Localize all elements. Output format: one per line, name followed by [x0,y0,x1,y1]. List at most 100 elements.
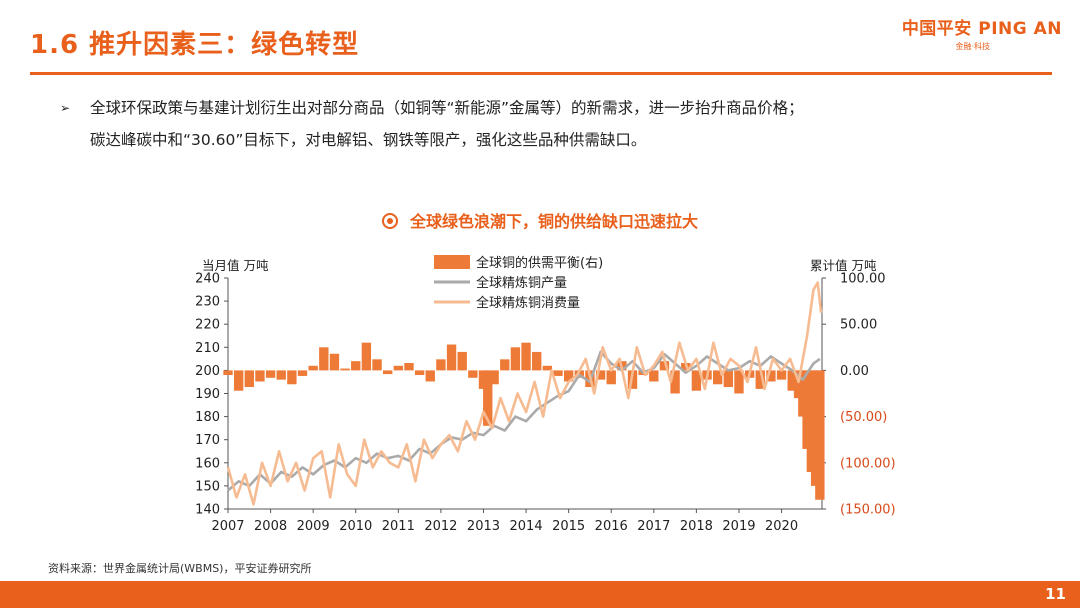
x-tick-label: 2008 [254,519,287,534]
balance-bar [361,342,372,371]
balance-bar [425,370,435,382]
bullet-line-2: 碳达峰碳中和“30.60”目标下，对电解铝、钢铁等限产，强化这些品种供需缺口。 [90,131,647,149]
balance-bar [351,361,361,371]
series-lines [226,281,823,506]
balance-bar [446,344,457,371]
axis-labels: 140 150 160 170 180 190 200 210 220 230 240 (150.00… [195,258,895,534]
left-tick-label: 170 [195,433,220,448]
balance-bar [340,368,350,371]
balance-bar [287,370,297,385]
balance-bar [457,351,467,371]
right-tick-label: 0.00 [840,364,869,379]
left-tick-label: 160 [195,456,220,471]
balance-bar [414,370,425,376]
pingan-logo: 中国平安 PING AN 金融·科技 [902,14,1062,52]
x-tick-label: 2007 [211,519,244,534]
balance-bar [815,370,825,500]
legend-label-production: 全球精炼铜产量 [476,275,567,291]
consumption-line [226,281,823,506]
logo-wordmark: 中国平安 PING AN [901,19,1062,39]
balance-bar [595,370,606,380]
balance-bar [382,370,393,375]
chart-heading-text: 全球绿色浪潮下，铜的供给缺口迅速拉大 [409,212,698,231]
x-tick-label: 2020 [765,519,798,534]
left-tick-label: 210 [195,341,220,356]
right-tick-label: 100.00 [840,272,886,287]
balance-bar [436,359,446,371]
balance-bar [776,370,787,380]
balance-bar [265,370,276,378]
balance-bar [297,370,308,376]
balance-bar [468,370,478,378]
right-tick-label: (150.00) [840,503,896,518]
legend-swatch-balance [434,255,470,269]
logo-tagline: 金融·科技 [955,42,990,51]
right-axis-title: 累计值 万吨 [810,258,877,273]
left-tick-label: 200 [195,364,220,379]
left-tick-label: 230 [195,295,220,310]
balance-bar [404,363,414,371]
balance-bar [483,370,493,426]
balance-bar [670,370,680,394]
arrow-bullet-icon: ➢ [60,101,71,115]
title-divider [30,72,1052,75]
x-tick-label: 2013 [467,519,500,534]
x-tick-label: 2010 [339,519,372,534]
source-note: 资料来源：世界金属统计局(WBMS)，平安证券研究所 [48,562,312,575]
left-tick-label: 150 [195,479,220,494]
bullet-line-1: 全球环保政策与基建计划衍生出对部分商品（如铜等“新能源”金属等）的新需求，进一步… [90,99,804,117]
balance-bar [489,370,499,385]
bullet-point: ➢ 全球环保政策与基建计划衍生出对部分商品（如铜等“新能源”金属等）的新需求，进… [60,92,1042,156]
balance-bar [649,370,659,382]
left-tick-label: 140 [195,503,220,518]
chart-heading: 全球绿色浪潮下，铜的供给缺口迅速拉大 [0,208,1080,232]
balance-bar [723,370,734,388]
balance-bar [521,342,531,371]
x-tick-label: 2009 [297,519,330,534]
balance-bar [766,370,776,382]
slide-title: 1.6 推升因素三：绿色转型 [30,30,360,60]
balance-bar [393,365,404,371]
x-tick-label: 2016 [595,519,628,534]
target-dot-icon [381,213,398,229]
left-axis-title: 当月值 万吨 [202,258,269,273]
balance-bar [691,370,702,391]
balance-bar [553,370,563,376]
balance-bar [510,347,521,371]
balance-bar [734,370,744,394]
page-number: 11 [1045,585,1066,603]
footer-bar: 11 [0,581,1080,608]
balance-bar [500,359,510,371]
balance-bar [319,347,329,371]
balance-bar [308,365,318,371]
right-tick-label: (100.00) [840,456,896,471]
x-tick-label: 2019 [722,519,755,534]
balance-bar [755,370,765,389]
x-tick-label: 2011 [382,519,415,534]
copper-balance-chart: 140 150 160 170 180 190 200 210 220 230 240 (150.00… [195,255,896,534]
balance-bar [255,370,265,382]
legend-label-balance: 全球铜的供需平衡(右) [476,255,603,271]
right-tick-label: (50.00) [840,410,887,425]
balance-bar [659,361,670,371]
x-tick-label: 2014 [510,519,543,534]
balance-bar [542,365,553,371]
left-tick-label: 190 [195,387,220,402]
balance-bar [532,351,542,371]
balance-bar [329,353,340,371]
balance-bar [606,370,616,385]
balance-bar [372,359,382,371]
balance-bar [244,370,254,388]
balance-bar [276,370,286,380]
balance-bar [787,370,797,391]
x-tick-label: 2015 [552,519,585,534]
balance-bar [563,370,574,382]
left-tick-label: 240 [195,272,220,287]
x-tick-label: 2012 [424,519,457,534]
legend-label-consumption: 全球精炼铜消费量 [476,295,580,311]
left-tick-label: 180 [195,410,220,425]
x-tick-label: 2017 [637,519,670,534]
right-tick-label: 50.00 [840,318,877,333]
left-tick-label: 220 [195,318,220,333]
